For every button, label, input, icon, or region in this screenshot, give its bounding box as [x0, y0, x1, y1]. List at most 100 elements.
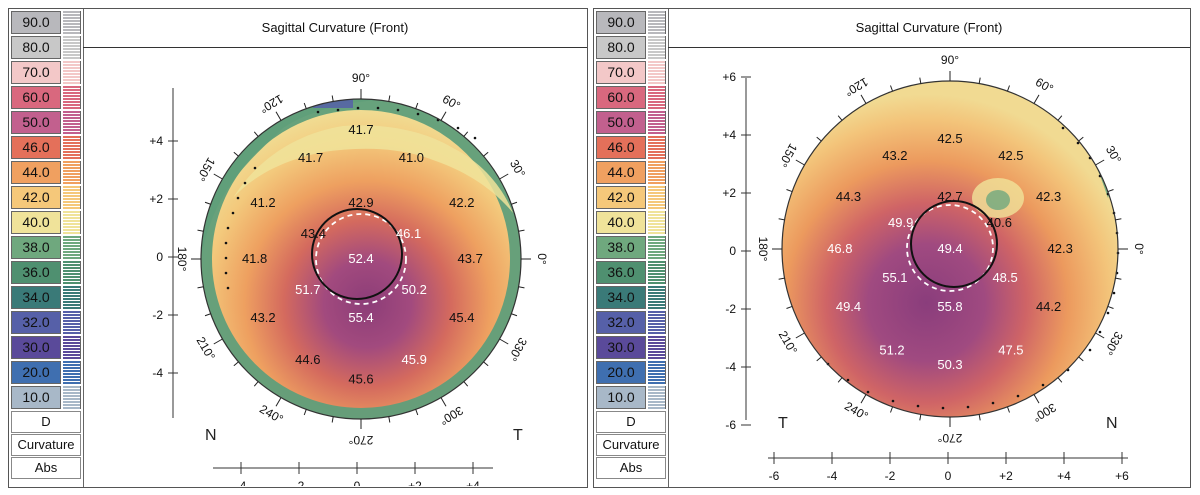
legend-scale[interactable]: Abs: [596, 457, 666, 479]
rim-tick: [890, 406, 894, 413]
rim-tick: [1078, 136, 1084, 142]
rim-tick: [919, 414, 922, 421]
rim-tick: [860, 394, 867, 404]
y-tick-label: -2: [152, 308, 163, 322]
legend-unit[interactable]: D: [11, 411, 81, 433]
measurement-dots: [826, 126, 1120, 410]
y-tick-label: -6: [725, 418, 736, 432]
rim-tick: [837, 377, 843, 383]
curvature-reading: 42.3: [1036, 189, 1061, 204]
legend-swatch: [648, 336, 666, 359]
legend-value: 90.0: [11, 11, 61, 34]
legend-swatch: [648, 86, 666, 109]
y-tick-label: -2: [725, 302, 736, 316]
angle-label: 210°: [776, 328, 801, 357]
y-tick-label: +6: [722, 70, 736, 84]
angle-label: 30°: [507, 157, 528, 180]
x-tick-label: 0: [945, 469, 952, 483]
legend-value: 50.0: [11, 111, 61, 134]
legend-swatch: [63, 186, 81, 209]
rim-tick: [778, 277, 785, 280]
curvature-reading: 49.9: [888, 215, 913, 230]
legend-swatch: [63, 286, 81, 309]
rim-tick: [415, 409, 419, 416]
y-tick-label: -4: [725, 360, 736, 374]
y-tick-label: -4: [152, 366, 163, 380]
legend-swatch: [648, 211, 666, 234]
rim-tick: [816, 356, 822, 362]
rim-tick: [1033, 94, 1040, 104]
legend-swatch: [648, 111, 666, 134]
x-tick-labels: -4 -2 0 +2 +4: [236, 462, 480, 486]
angle-label: 270°: [937, 431, 962, 445]
rim-tick: [213, 338, 223, 345]
legend-swatch: [63, 261, 81, 284]
rim-tick: [860, 94, 867, 104]
rim-tick: [233, 361, 239, 367]
color-scale-legend: 90.0 80.0 70.0 60.0 50.0 46.0 44.0 42.0 40.0 38.0…: [594, 9, 669, 487]
rim-tick: [499, 338, 509, 345]
rim-tick: [415, 102, 419, 109]
rim-tick: [1006, 85, 1010, 92]
rim-tick: [795, 332, 805, 339]
curvature-reading: 41.7: [298, 150, 323, 165]
curvature-reading: 43.2: [882, 148, 907, 163]
x-tick-label: +4: [466, 479, 480, 486]
rim-tick: [253, 131, 259, 137]
legend-swatch: [63, 236, 81, 259]
curvature-reading: 44.3: [836, 189, 861, 204]
curvature-reading: 43.2: [250, 310, 275, 325]
y-tick-label: +4: [149, 134, 163, 148]
legend-swatch: [63, 336, 81, 359]
legend-value: 10.0: [596, 386, 646, 409]
angle-label: 180°: [756, 237, 770, 262]
temporal-label: T: [778, 415, 788, 432]
x-tick-label: -2: [294, 479, 305, 486]
rim-tick: [778, 218, 785, 221]
legend-scale[interactable]: Abs: [11, 457, 81, 479]
legend-mode[interactable]: Curvature: [596, 434, 666, 456]
legend-value: 80.0: [11, 36, 61, 59]
legend-value: 44.0: [596, 161, 646, 184]
legend-value: 46.0: [11, 136, 61, 159]
x-tick-label: +2: [999, 469, 1013, 483]
curvature-reading: 46.1: [396, 226, 421, 241]
rim-tick: [197, 229, 204, 232]
legend-swatch: [63, 386, 81, 409]
legend-value: 60.0: [11, 86, 61, 109]
legend-mode[interactable]: Curvature: [11, 434, 81, 456]
map-panel-right: 90.0 80.0 70.0 60.0 50.0 46.0 44.0 42.0 40.0 38.0…: [593, 8, 1191, 488]
legend-swatch: [648, 261, 666, 284]
curvature-reading: 41.2: [250, 195, 275, 210]
rim-tick: [1057, 377, 1063, 383]
legend-value: 40.0: [596, 211, 646, 234]
legend-swatch: [648, 61, 666, 84]
legend-value: 44.0: [11, 161, 61, 184]
legend-value: 32.0: [11, 311, 61, 334]
rim-tick: [786, 189, 793, 193]
angle-label: 60°: [1033, 75, 1056, 96]
measurement-dots: [224, 106, 477, 290]
y-tick-label: +2: [149, 192, 163, 206]
legend-value: 30.0: [11, 336, 61, 359]
x-tick-label: -6: [769, 469, 780, 483]
curvature-reading: 51.2: [879, 343, 904, 358]
legend-swatch: [63, 36, 81, 59]
curvature-reading: 44.2: [1036, 299, 1061, 314]
legend-swatch: [63, 61, 81, 84]
legend-swatch: [63, 361, 81, 384]
rim-tick: [816, 136, 822, 142]
curvature-reading: 50.3: [937, 357, 962, 372]
rim-tick: [1078, 356, 1084, 362]
angle-label: 330°: [1101, 329, 1126, 358]
curvature-reading: 50.2: [402, 282, 427, 297]
legend-unit[interactable]: D: [596, 411, 666, 433]
curvature-reading: 45.6: [348, 371, 373, 386]
curvature-reading: 45.4: [449, 310, 474, 325]
legend-swatch: [63, 211, 81, 234]
legend-swatch: [648, 186, 666, 209]
color-scale-legend: 90.0 80.0 70.0 60.0 50.0 46.0 44.0 42.0 40.0 38.0…: [9, 9, 84, 487]
map-panel-left: 90.0 80.0 70.0 60.0 50.0 46.0 44.0 42.0 40.0 38.0…: [8, 8, 588, 488]
temporal-label: T: [513, 427, 523, 444]
rim-tick: [1115, 277, 1122, 280]
